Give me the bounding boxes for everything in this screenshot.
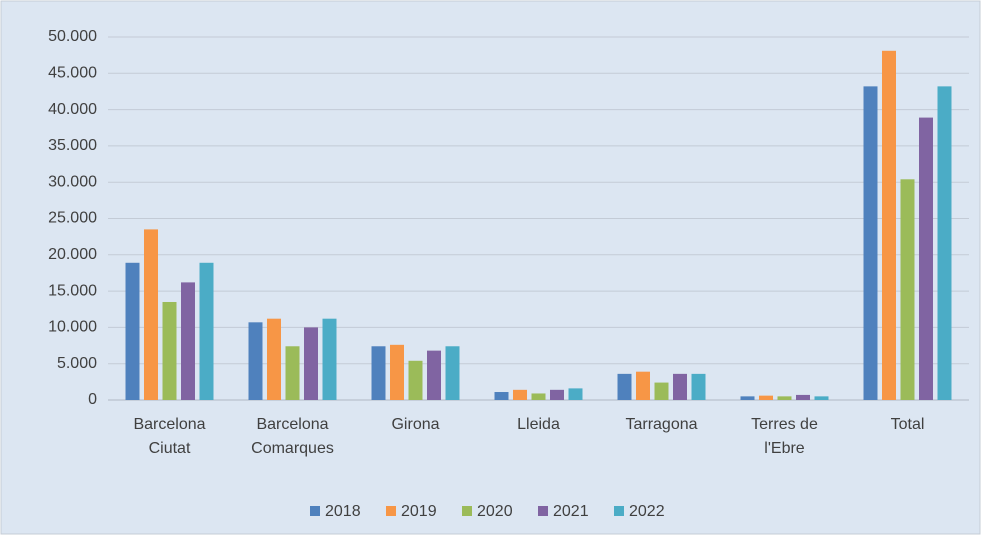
bar — [162, 301, 177, 400]
y-tick-label: 20.000 — [48, 246, 97, 263]
legend-swatch — [538, 506, 548, 516]
y-tick-label: 10.000 — [48, 319, 97, 336]
y-tick-label: 40.000 — [48, 101, 97, 118]
legend-swatch — [386, 506, 396, 516]
legend-label: 2020 — [477, 503, 513, 520]
legend-label: 2022 — [629, 503, 665, 520]
bar — [937, 86, 952, 401]
bar — [863, 86, 878, 401]
bar — [304, 327, 318, 400]
x-tick-label: Total — [891, 416, 925, 433]
y-tick-label: 50.000 — [48, 28, 97, 45]
y-tick-label: 0 — [88, 391, 97, 408]
bar — [568, 388, 583, 400]
bar — [371, 346, 386, 400]
legend-swatch — [310, 506, 320, 516]
bar — [144, 229, 158, 400]
y-tick-label: 45.000 — [48, 65, 97, 82]
bar — [494, 392, 509, 400]
bar — [285, 346, 300, 400]
bar — [427, 350, 441, 400]
bar — [531, 393, 546, 400]
legend-swatch — [614, 506, 624, 516]
bar — [796, 394, 810, 400]
bar — [445, 346, 460, 400]
x-tick-label: Lleida — [517, 416, 560, 433]
bar — [777, 396, 792, 400]
bar — [199, 262, 214, 400]
bar — [513, 389, 527, 400]
legend-label: 2019 — [401, 503, 437, 520]
y-tick-label: 25.000 — [48, 210, 97, 227]
x-tick-label: Tarragona — [625, 416, 697, 433]
x-tick-label: Barcelona Ciutat — [133, 416, 205, 457]
bar — [322, 318, 337, 400]
bar — [691, 373, 706, 400]
bar — [550, 389, 564, 400]
bar — [882, 50, 896, 400]
bar — [408, 360, 423, 400]
bar — [814, 396, 829, 400]
bar — [900, 179, 915, 400]
legend-label: 2021 — [553, 503, 589, 520]
x-tick-label: Girona — [391, 416, 439, 433]
bar — [248, 322, 263, 400]
bar — [125, 262, 140, 400]
legend-label: 2018 — [325, 503, 361, 520]
bar — [617, 373, 632, 400]
y-tick-label: 30.000 — [48, 173, 97, 190]
bar — [636, 371, 650, 400]
bar — [759, 395, 773, 400]
x-tick-label: Barcelona Comarques — [251, 416, 334, 457]
legend-swatch — [462, 506, 472, 516]
bar — [390, 344, 404, 400]
bar — [673, 373, 687, 400]
y-tick-label: 5.000 — [57, 355, 97, 372]
y-tick-label: 15.000 — [48, 282, 97, 299]
y-tick-label: 35.000 — [48, 137, 97, 154]
x-tick-label: Terres de l'Ebre — [751, 416, 818, 457]
bar — [654, 382, 669, 400]
bar — [181, 282, 195, 400]
bar — [267, 318, 281, 400]
bar — [919, 117, 933, 400]
bar — [740, 396, 755, 400]
